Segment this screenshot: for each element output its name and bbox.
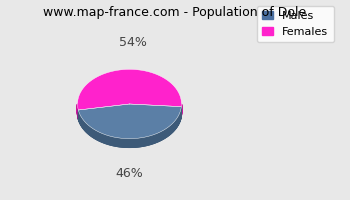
Polygon shape — [100, 133, 101, 142]
Polygon shape — [163, 130, 164, 139]
Polygon shape — [77, 104, 182, 113]
Polygon shape — [160, 132, 161, 141]
Polygon shape — [130, 139, 131, 147]
Polygon shape — [78, 104, 130, 119]
Polygon shape — [107, 135, 108, 144]
Polygon shape — [98, 132, 99, 141]
Polygon shape — [96, 131, 97, 140]
Polygon shape — [162, 131, 163, 140]
Polygon shape — [121, 138, 122, 147]
Polygon shape — [131, 139, 132, 147]
Polygon shape — [158, 133, 159, 142]
Polygon shape — [120, 138, 121, 147]
Polygon shape — [147, 136, 148, 145]
Polygon shape — [99, 132, 100, 141]
Polygon shape — [149, 136, 150, 145]
Polygon shape — [129, 139, 130, 147]
Polygon shape — [123, 138, 124, 147]
Polygon shape — [164, 129, 165, 138]
Text: www.map-france.com - Population of Dole: www.map-france.com - Population of Dole — [43, 6, 307, 19]
Polygon shape — [159, 132, 160, 141]
Polygon shape — [106, 135, 107, 144]
Polygon shape — [114, 137, 115, 146]
Polygon shape — [122, 138, 123, 147]
Polygon shape — [142, 138, 143, 146]
Polygon shape — [104, 134, 105, 143]
Polygon shape — [150, 136, 151, 144]
Polygon shape — [148, 136, 149, 145]
Polygon shape — [108, 136, 109, 144]
Polygon shape — [139, 138, 140, 147]
Polygon shape — [93, 129, 94, 138]
Polygon shape — [154, 134, 155, 143]
Polygon shape — [151, 135, 152, 144]
Polygon shape — [166, 128, 167, 137]
Polygon shape — [77, 69, 182, 110]
Polygon shape — [156, 133, 157, 142]
Text: 46%: 46% — [116, 167, 144, 180]
Polygon shape — [141, 138, 142, 146]
Polygon shape — [94, 130, 95, 139]
Polygon shape — [95, 130, 96, 139]
Polygon shape — [97, 131, 98, 140]
Polygon shape — [78, 104, 181, 139]
Polygon shape — [127, 139, 128, 147]
Polygon shape — [130, 104, 181, 115]
Polygon shape — [115, 137, 116, 146]
Polygon shape — [165, 129, 166, 138]
Polygon shape — [133, 139, 134, 147]
Polygon shape — [113, 137, 114, 146]
Polygon shape — [110, 136, 111, 145]
Polygon shape — [125, 139, 126, 147]
Polygon shape — [109, 136, 110, 145]
Polygon shape — [152, 135, 153, 144]
Polygon shape — [153, 135, 154, 143]
Polygon shape — [145, 137, 146, 146]
Polygon shape — [126, 139, 127, 147]
Polygon shape — [132, 139, 133, 147]
Polygon shape — [117, 138, 118, 146]
Polygon shape — [128, 139, 129, 147]
Text: 54%: 54% — [119, 36, 147, 49]
Polygon shape — [102, 133, 103, 142]
Polygon shape — [118, 138, 119, 147]
Polygon shape — [144, 137, 145, 146]
Polygon shape — [136, 138, 137, 147]
Polygon shape — [103, 134, 104, 143]
Polygon shape — [140, 138, 141, 147]
Polygon shape — [134, 138, 135, 147]
Polygon shape — [124, 138, 125, 147]
Polygon shape — [119, 138, 120, 147]
Polygon shape — [155, 134, 156, 143]
Polygon shape — [135, 138, 136, 147]
Polygon shape — [105, 135, 106, 143]
Polygon shape — [137, 138, 138, 147]
Polygon shape — [138, 138, 139, 147]
Legend: Males, Females: Males, Females — [257, 6, 334, 42]
Polygon shape — [157, 133, 158, 142]
Polygon shape — [111, 136, 112, 145]
Polygon shape — [161, 131, 162, 140]
Polygon shape — [146, 137, 147, 146]
Polygon shape — [112, 137, 113, 146]
Polygon shape — [92, 128, 93, 137]
Polygon shape — [116, 138, 117, 146]
